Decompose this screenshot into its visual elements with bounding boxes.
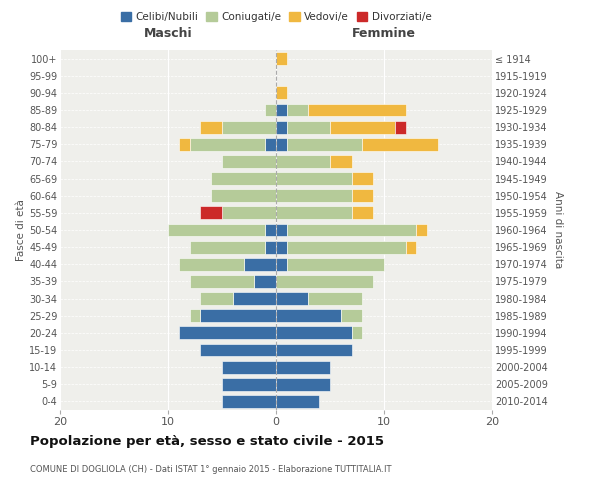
Bar: [179, 258, 244, 270]
Bar: [276, 155, 330, 168]
Bar: [406, 240, 416, 254]
Bar: [276, 104, 287, 117]
Bar: [287, 240, 406, 254]
Bar: [276, 344, 352, 356]
Bar: [276, 326, 352, 340]
Bar: [222, 395, 276, 408]
Bar: [276, 52, 287, 65]
Bar: [200, 344, 276, 356]
Bar: [190, 240, 265, 254]
Bar: [254, 275, 276, 288]
Y-axis label: Fasce di età: Fasce di età: [16, 199, 26, 261]
Text: COMUNE DI DOGLIOLA (CH) - Dati ISTAT 1° gennaio 2015 - Elaborazione TUTTITALIA.I: COMUNE DI DOGLIOLA (CH) - Dati ISTAT 1° …: [30, 465, 392, 474]
Bar: [200, 310, 276, 322]
Bar: [352, 206, 373, 220]
Bar: [222, 360, 276, 374]
Bar: [330, 120, 395, 134]
Bar: [276, 120, 287, 134]
Bar: [276, 240, 287, 254]
Bar: [244, 258, 276, 270]
Bar: [276, 378, 330, 390]
Bar: [222, 206, 276, 220]
Bar: [276, 224, 287, 236]
Bar: [352, 190, 373, 202]
Bar: [287, 138, 362, 150]
Bar: [265, 240, 276, 254]
Bar: [287, 224, 416, 236]
Bar: [200, 206, 222, 220]
Bar: [276, 258, 287, 270]
Text: Maschi: Maschi: [143, 26, 193, 40]
Legend: Celibi/Nubili, Coniugati/e, Vedovi/e, Divorziati/e: Celibi/Nubili, Coniugati/e, Vedovi/e, Di…: [116, 8, 436, 26]
Bar: [416, 224, 427, 236]
Bar: [287, 120, 330, 134]
Bar: [265, 224, 276, 236]
Bar: [308, 292, 362, 305]
Bar: [395, 120, 406, 134]
Bar: [222, 378, 276, 390]
Bar: [168, 224, 265, 236]
Bar: [276, 206, 352, 220]
Text: Popolazione per età, sesso e stato civile - 2015: Popolazione per età, sesso e stato civil…: [30, 435, 384, 448]
Bar: [233, 292, 276, 305]
Bar: [330, 155, 352, 168]
Bar: [265, 138, 276, 150]
Bar: [179, 138, 190, 150]
Bar: [190, 310, 200, 322]
Bar: [222, 155, 276, 168]
Bar: [287, 104, 308, 117]
Bar: [352, 172, 373, 185]
Bar: [276, 310, 341, 322]
Bar: [276, 190, 352, 202]
Bar: [200, 120, 222, 134]
Y-axis label: Anni di nascita: Anni di nascita: [553, 192, 563, 268]
Bar: [362, 138, 438, 150]
Bar: [308, 104, 406, 117]
Bar: [265, 104, 276, 117]
Bar: [200, 292, 233, 305]
Bar: [190, 275, 254, 288]
Bar: [276, 292, 308, 305]
Bar: [341, 310, 362, 322]
Bar: [276, 360, 330, 374]
Bar: [276, 395, 319, 408]
Bar: [211, 172, 276, 185]
Bar: [222, 120, 276, 134]
Bar: [179, 326, 276, 340]
Text: Femmine: Femmine: [352, 26, 416, 40]
Bar: [276, 138, 287, 150]
Bar: [287, 258, 384, 270]
Bar: [211, 190, 276, 202]
Bar: [190, 138, 265, 150]
Bar: [276, 172, 352, 185]
Bar: [276, 275, 373, 288]
Bar: [352, 326, 362, 340]
Bar: [276, 86, 287, 100]
